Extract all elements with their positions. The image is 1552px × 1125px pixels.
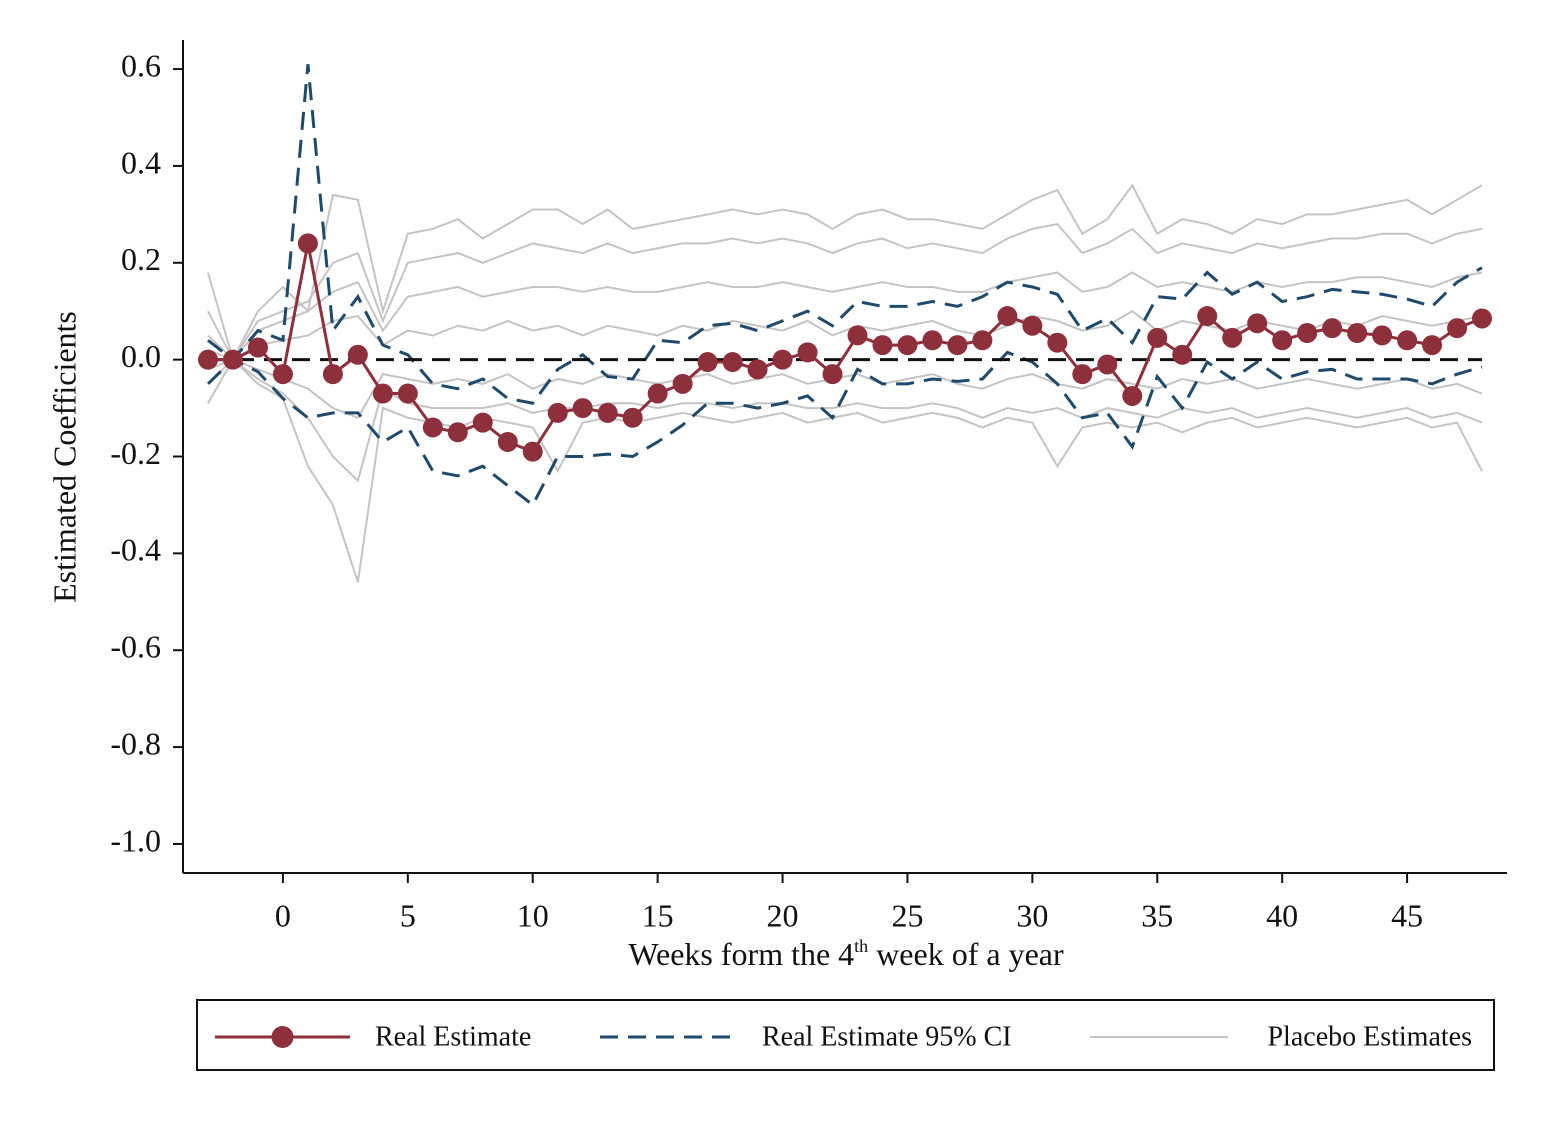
y-tick-label: -0.4 — [110, 532, 161, 568]
estimate-marker — [897, 335, 918, 356]
estimate-marker — [922, 330, 943, 351]
x-tick-label: 5 — [400, 897, 416, 933]
y-tick-label: -1.0 — [110, 822, 161, 858]
estimate-marker — [1247, 313, 1268, 334]
legend-box — [196, 999, 1495, 1071]
estimate-marker — [1472, 308, 1493, 329]
estimate-marker — [1272, 330, 1293, 351]
estimate-marker — [1297, 323, 1318, 344]
estimate-marker — [1022, 315, 1043, 336]
x-tick-label: 25 — [891, 897, 923, 933]
estimate-marker — [947, 335, 968, 356]
estimate-marker — [1222, 327, 1243, 348]
estimate-marker — [847, 325, 868, 346]
estimate-marker — [697, 352, 718, 373]
estimate-marker — [997, 306, 1018, 327]
estimate-marker — [822, 364, 843, 385]
y-tick-label: -0.6 — [110, 629, 161, 665]
x-title-part: Weeks form the 4 — [628, 936, 854, 972]
ci-line — [206, 350, 1483, 508]
estimate-marker — [447, 422, 468, 443]
legend-marker — [271, 1026, 294, 1048]
estimate-marker — [222, 349, 243, 370]
estimate-marker — [772, 349, 793, 370]
estimate-marker — [197, 349, 218, 370]
x-tick-label: 15 — [642, 897, 674, 933]
ci-line — [207, 64, 1483, 405]
x-tick-label: 0 — [275, 897, 291, 933]
estimate-marker — [722, 352, 743, 373]
estimate-marker — [1122, 385, 1143, 406]
estimate-marker — [1447, 318, 1468, 339]
estimate-marker — [1072, 364, 1093, 385]
estimate-marker — [497, 431, 518, 452]
y-axis-title: Estimated Coefficients — [46, 311, 82, 603]
x-tick-label: 45 — [1391, 897, 1423, 933]
y-tick-label: 0.0 — [121, 338, 161, 374]
estimate-marker — [1197, 306, 1218, 327]
x-title-part: week of a year — [868, 936, 1064, 972]
estimate-marker — [622, 407, 643, 428]
estimate-marker — [1322, 318, 1343, 339]
estimate-marker — [972, 330, 993, 351]
y-tick-label: -0.8 — [110, 725, 161, 761]
legend-label: Real Estimate 95% CI — [762, 1021, 1012, 1052]
legend-label: Real Estimate — [375, 1021, 531, 1052]
estimate-marker — [1047, 332, 1068, 353]
placebo-line — [207, 222, 1483, 362]
placebo-line — [207, 358, 1483, 583]
plot-area — [197, 64, 1493, 583]
estimate-marker — [272, 364, 293, 385]
estimate-marker — [247, 337, 268, 358]
x-tick-label: 30 — [1016, 897, 1048, 933]
x-title-sup: th — [854, 936, 868, 956]
estimate-marker — [1347, 323, 1368, 344]
estimate-marker — [372, 383, 393, 404]
estimate-marker — [1372, 325, 1393, 346]
y-tick-label: -0.2 — [110, 435, 161, 471]
y-tick-label: 0.4 — [121, 144, 161, 180]
estimate-marker — [1147, 327, 1168, 348]
estimate-marker — [1397, 330, 1418, 351]
x-tick-label: 10 — [517, 897, 549, 933]
estimate-marker — [597, 402, 618, 423]
placebo-line — [207, 358, 1483, 483]
estimate-marker — [397, 383, 418, 404]
estimate-marker — [572, 398, 593, 419]
x-tick-label: 20 — [767, 897, 799, 933]
estimate-line — [207, 243, 1483, 454]
x-tick-label: 40 — [1266, 897, 1298, 933]
estimate-marker — [522, 441, 543, 462]
estimate-marker — [1172, 344, 1193, 365]
x-axis-title: Weeks form the 4th week of a year — [628, 936, 1064, 972]
x-tick-label: 35 — [1141, 897, 1173, 933]
placebo-line — [207, 271, 1483, 362]
estimate-marker — [547, 402, 568, 423]
estimate-marker — [472, 412, 493, 433]
estimate-marker — [1097, 354, 1118, 375]
placebo-line — [207, 310, 1483, 361]
estimate-marker — [872, 335, 893, 356]
estimate-marker — [747, 359, 768, 380]
estimate-marker — [672, 373, 693, 394]
estimate-marker — [647, 383, 668, 404]
placebo-line — [207, 358, 1483, 420]
placebo-line — [207, 183, 1483, 363]
estimate-marker — [297, 233, 318, 254]
legend: Real Estimate Real Estimate 95% CI Placebo… — [215, 1021, 1472, 1052]
legend-label: Placebo Estimates — [1267, 1021, 1472, 1052]
y-tick-label: 0.2 — [121, 241, 161, 277]
estimate-marker — [347, 344, 368, 365]
y-tick-label: 0.6 — [121, 47, 161, 83]
estimate-marker — [797, 342, 818, 363]
estimate-marker — [422, 417, 443, 438]
estimate-marker — [1422, 335, 1443, 356]
estimate-marker — [322, 364, 343, 385]
